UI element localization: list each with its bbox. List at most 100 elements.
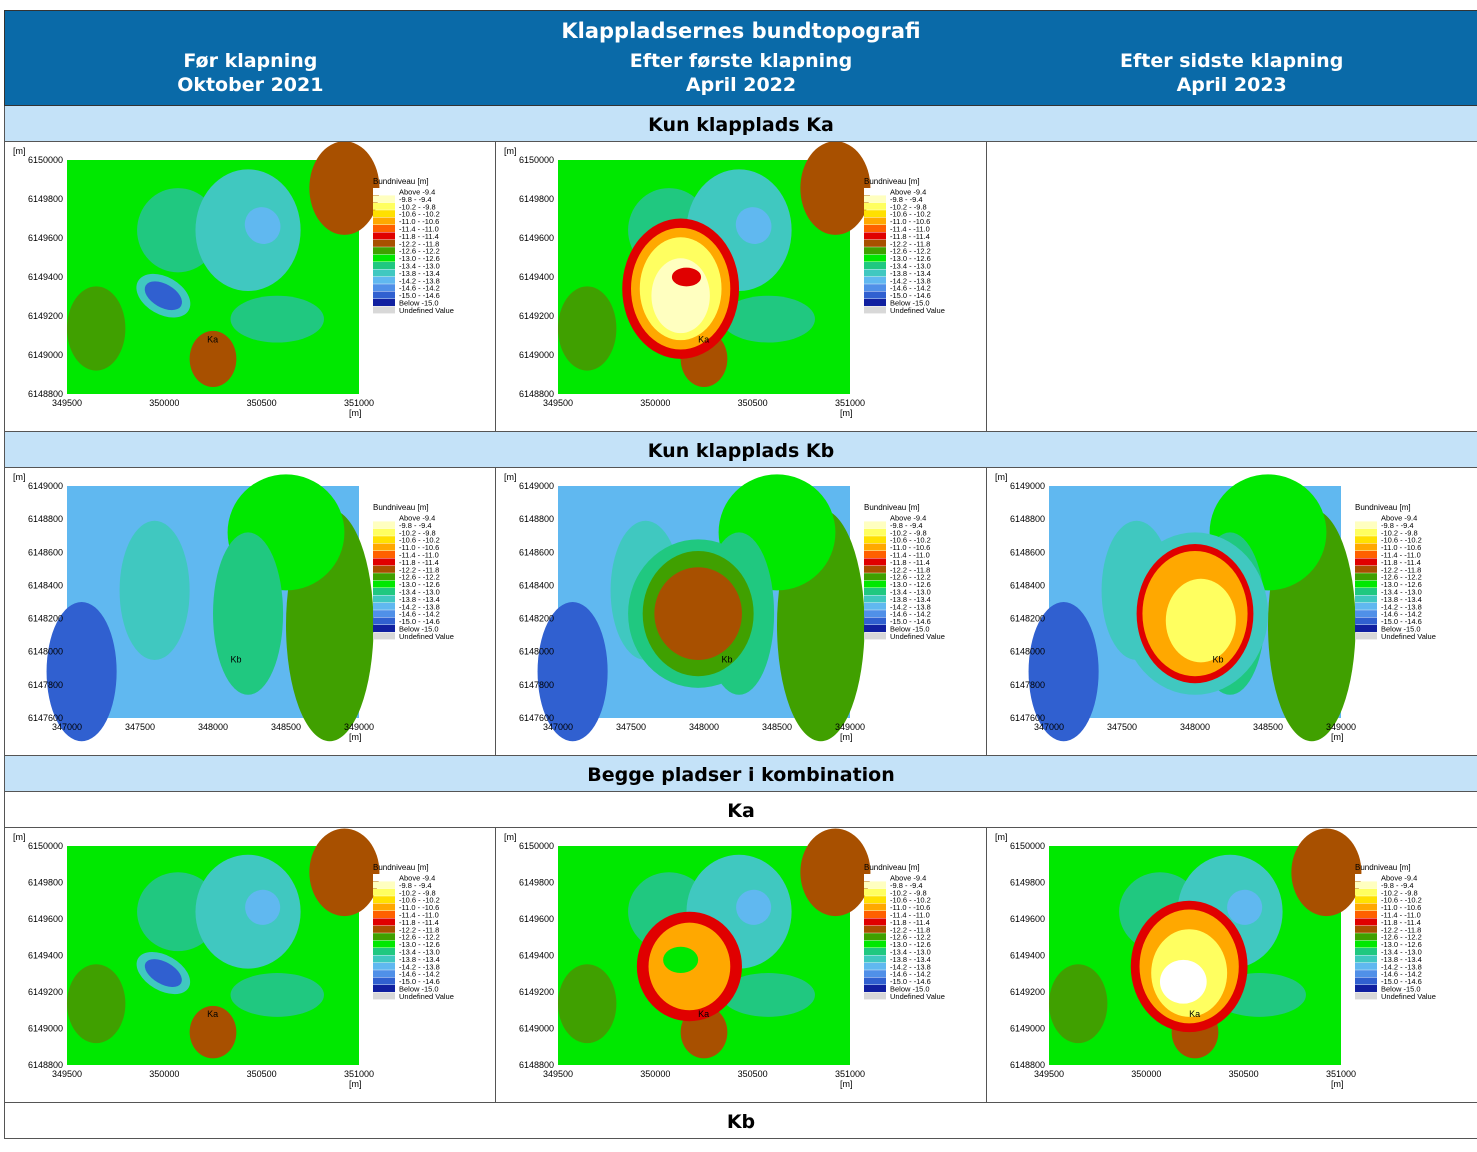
legend-label: -15.0 - -14.6 [1381,977,1422,986]
contour-region [119,520,190,660]
legend-label: -12.2 - -11.8 [399,565,439,574]
legend-label: -13.8 - -13.4 [399,955,440,964]
legend-swatch [373,881,395,889]
y-tick-label: 6150000 [28,841,63,851]
legend-label: -10.2 - -9.8 [1381,528,1418,537]
x-tick-label: 348500 [762,722,792,732]
legend-label: -13.0 - -12.6 [890,254,931,263]
contour-region [654,567,742,660]
x-tick-label: 350500 [247,1069,277,1079]
legend-label: Below -15.0 [890,299,930,308]
y-tick-label: 6149800 [1010,878,1045,888]
contour-region [67,964,126,1044]
legend-swatch [864,903,886,911]
map-cell-empty [987,142,1477,431]
legend-swatch [1355,962,1377,970]
y-tick-label: 6149600 [1010,914,1045,924]
legend-swatch [1355,896,1377,904]
legend-label: -13.0 - -12.6 [399,580,440,589]
legend-label: Undefined Value [890,632,945,641]
y-unit-label: [m] [13,832,26,842]
legend-swatch [373,558,395,566]
site-label: Ka [207,1009,218,1019]
legend-label: -12.2 - -11.8 [1381,925,1421,934]
subsection-combined-kb: Kb [4,1103,1477,1139]
legend: Bundniveau [m]Above -9.4 -9.8 - -9.4-10.… [864,177,945,315]
column-header-before: Før klapning Oktober 2021 [5,49,496,105]
legend-swatch [373,580,395,588]
map-plot [1049,828,1362,1065]
contour-map: [m] Ka 6150000 6149800 6149600 6149400 6149200… [504,142,945,418]
legend-swatch [1355,955,1377,963]
column-header-after-last: Efter sidste klapning April 2023 [986,49,1477,105]
y-tick-label: 6149000 [519,481,554,491]
y-tick-label: 6149400 [519,951,554,961]
legend-label: Above -9.4 [399,514,435,523]
legend-swatch [864,239,886,247]
map-plot [67,828,380,1065]
x-tick-label: 351000 [835,1069,865,1079]
y-tick-label: 6149000 [1010,481,1045,491]
y-tick-label: 6147600 [1010,713,1045,723]
legend-swatch [864,573,886,581]
map-plot [67,142,380,394]
contour-region [558,964,617,1044]
contour-region [671,267,702,287]
contour-region [67,286,126,371]
legend-swatch [373,232,395,240]
legend-label: Above -9.4 [890,188,926,197]
x-tick-label: 350500 [247,398,277,408]
map-cell: [m] Ka 6150000 6149800 6149600 6149400 6149200… [5,828,496,1102]
legend-label: -14.6 - -14.2 [890,970,931,979]
legend-swatch [373,202,395,210]
legend-label: -13.8 - -13.4 [399,595,440,604]
legend-swatch [1355,514,1377,521]
contour-region [189,330,237,387]
y-unit-label: [m] [504,472,517,482]
legend-label: -9.8 - -9.4 [890,195,923,204]
legend-swatch [373,536,395,544]
legend-label: -10.2 - -9.8 [399,202,436,211]
legend-swatch [864,514,886,521]
legend-swatch [864,521,886,529]
legend-swatch [373,225,395,232]
legend-label: -13.0 - -12.6 [890,940,931,949]
y-tick-label: 6148400 [28,580,63,590]
legend-label: Above -9.4 [890,514,926,523]
x-tick-label: 350500 [738,1069,768,1079]
site-label: Ka [207,335,218,345]
legend-swatch [1355,521,1377,529]
y-tick-label: 6148800 [28,389,63,399]
legend: Bundniveau [m]Above -9.4 -9.8 - -9.4-10.… [864,863,945,1001]
legend-swatch [864,985,886,992]
y-tick-label: 6148600 [28,547,63,557]
x-tick-label: 347000 [52,722,82,732]
legend-label: -13.0 - -12.6 [1381,940,1422,949]
y-tick-label: 6149800 [519,194,554,204]
legend-label: -14.2 - -13.8 [399,276,440,285]
legend-label: -10.2 - -9.8 [890,528,927,537]
legend-label: -13.8 - -13.4 [1381,955,1422,964]
legend-swatch [864,254,886,262]
y-tick-label: 6147800 [519,680,554,690]
x-tick-label: 351000 [344,398,374,408]
y-tick-label: 6148800 [519,514,554,524]
legend-swatch [1355,911,1377,918]
legend-label: -12.2 - -11.8 [399,239,439,248]
map-plot [1028,474,1356,742]
legend-swatch [373,551,395,558]
legend-swatch [864,881,886,889]
legend-swatch [864,602,886,610]
legend-swatch [373,269,395,277]
x-tick-label: 350000 [149,1069,179,1079]
legend-label: -10.6 - -10.2 [399,536,440,545]
y-tick-label: 6150000 [519,155,554,165]
x-tick-label: 349500 [52,398,82,408]
legend-label: Undefined Value [399,306,454,315]
legend-swatch [864,955,886,963]
legend-swatch [864,625,886,632]
y-tick-label: 6148400 [1010,580,1045,590]
y-tick-label: 6148000 [1010,647,1045,657]
legend-swatch [1355,565,1377,573]
contour-region [230,973,324,1017]
